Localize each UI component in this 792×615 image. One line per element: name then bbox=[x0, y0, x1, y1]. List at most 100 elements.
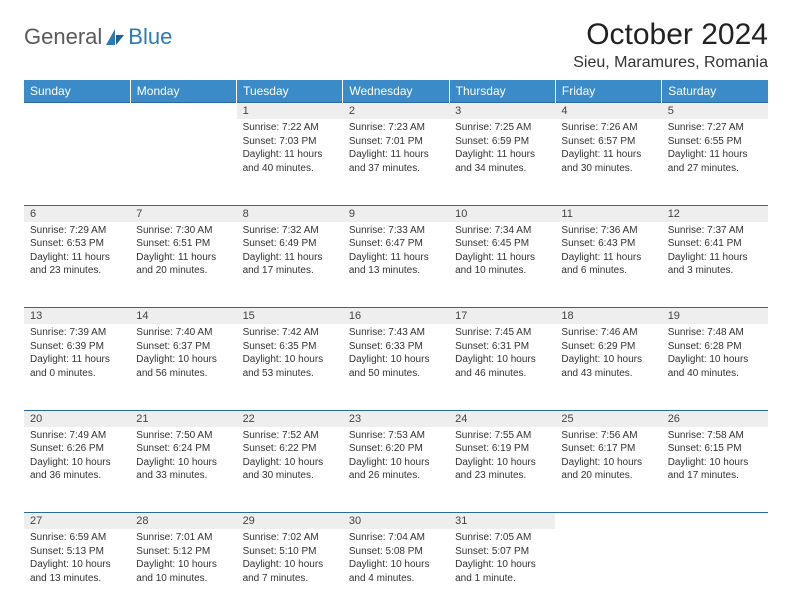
sunrise-line: Sunrise: 7:56 AM bbox=[561, 429, 655, 443]
day-content-cell bbox=[662, 529, 768, 615]
sunrise-line: Sunrise: 7:43 AM bbox=[349, 326, 443, 340]
day-number-cell: 25 bbox=[555, 410, 661, 427]
sunset-line: Sunset: 5:08 PM bbox=[349, 545, 443, 559]
sunrise-line: Sunrise: 7:52 AM bbox=[243, 429, 337, 443]
day-content-row: Sunrise: 7:29 AMSunset: 6:53 PMDaylight:… bbox=[24, 222, 768, 308]
day-content-cell: Sunrise: 7:46 AMSunset: 6:29 PMDaylight:… bbox=[555, 324, 661, 410]
sunrise-line: Sunrise: 7:50 AM bbox=[136, 429, 230, 443]
daylight-line: Daylight: 11 hours and 13 minutes. bbox=[349, 251, 443, 278]
day-content-cell: Sunrise: 7:05 AMSunset: 5:07 PMDaylight:… bbox=[449, 529, 555, 615]
daylight-line: Daylight: 10 hours and 20 minutes. bbox=[561, 456, 655, 483]
sunset-line: Sunset: 6:24 PM bbox=[136, 442, 230, 456]
day-content-cell: Sunrise: 7:32 AMSunset: 6:49 PMDaylight:… bbox=[237, 222, 343, 308]
sunrise-line: Sunrise: 7:49 AM bbox=[30, 429, 124, 443]
daylight-line: Daylight: 10 hours and 7 minutes. bbox=[243, 558, 337, 585]
day-content-cell: Sunrise: 6:59 AMSunset: 5:13 PMDaylight:… bbox=[24, 529, 130, 615]
day-number-cell: 17 bbox=[449, 308, 555, 325]
sunrise-line: Sunrise: 7:37 AM bbox=[668, 224, 762, 238]
sunrise-line: Sunrise: 7:05 AM bbox=[455, 531, 549, 545]
sunset-line: Sunset: 6:19 PM bbox=[455, 442, 549, 456]
sunrise-line: Sunrise: 7:45 AM bbox=[455, 326, 549, 340]
sunrise-line: Sunrise: 7:04 AM bbox=[349, 531, 443, 545]
day-content-cell: Sunrise: 7:26 AMSunset: 6:57 PMDaylight:… bbox=[555, 119, 661, 205]
day-number-cell: 16 bbox=[343, 308, 449, 325]
day-number-cell: 9 bbox=[343, 205, 449, 222]
day-number-cell: 26 bbox=[662, 410, 768, 427]
day-content-row: Sunrise: 7:22 AMSunset: 7:03 PMDaylight:… bbox=[24, 119, 768, 205]
sunset-line: Sunset: 6:28 PM bbox=[668, 340, 762, 354]
sunset-line: Sunset: 6:22 PM bbox=[243, 442, 337, 456]
brand-text-general: General bbox=[24, 24, 102, 50]
sunrise-line: Sunrise: 7:22 AM bbox=[243, 121, 337, 135]
day-number-cell bbox=[24, 103, 130, 120]
weekday-header: Monday bbox=[130, 80, 236, 103]
day-number-cell bbox=[555, 513, 661, 530]
day-number-cell: 29 bbox=[237, 513, 343, 530]
day-content-cell: Sunrise: 7:29 AMSunset: 6:53 PMDaylight:… bbox=[24, 222, 130, 308]
day-number-row: 20212223242526 bbox=[24, 410, 768, 427]
sunset-line: Sunset: 6:26 PM bbox=[30, 442, 124, 456]
day-number-cell: 10 bbox=[449, 205, 555, 222]
sunset-line: Sunset: 6:35 PM bbox=[243, 340, 337, 354]
day-number-cell: 21 bbox=[130, 410, 236, 427]
weekday-header: Thursday bbox=[449, 80, 555, 103]
sunrise-line: Sunrise: 7:23 AM bbox=[349, 121, 443, 135]
day-number-cell: 24 bbox=[449, 410, 555, 427]
daylight-line: Daylight: 11 hours and 6 minutes. bbox=[561, 251, 655, 278]
day-number-row: 13141516171819 bbox=[24, 308, 768, 325]
daylight-line: Daylight: 11 hours and 20 minutes. bbox=[136, 251, 230, 278]
daylight-line: Daylight: 11 hours and 40 minutes. bbox=[243, 148, 337, 175]
sunset-line: Sunset: 6:33 PM bbox=[349, 340, 443, 354]
daylight-line: Daylight: 10 hours and 26 minutes. bbox=[349, 456, 443, 483]
sunset-line: Sunset: 6:37 PM bbox=[136, 340, 230, 354]
sunset-line: Sunset: 5:12 PM bbox=[136, 545, 230, 559]
sunset-line: Sunset: 6:15 PM bbox=[668, 442, 762, 456]
sunset-line: Sunset: 5:10 PM bbox=[243, 545, 337, 559]
day-content-cell: Sunrise: 7:45 AMSunset: 6:31 PMDaylight:… bbox=[449, 324, 555, 410]
sunrise-line: Sunrise: 7:48 AM bbox=[668, 326, 762, 340]
day-number-cell: 1 bbox=[237, 103, 343, 120]
sunrise-line: Sunrise: 7:58 AM bbox=[668, 429, 762, 443]
daylight-line: Daylight: 10 hours and 1 minute. bbox=[455, 558, 549, 585]
daylight-line: Daylight: 10 hours and 36 minutes. bbox=[30, 456, 124, 483]
title-block: October 2024 Sieu, Maramures, Romania bbox=[573, 18, 768, 72]
daylight-line: Daylight: 10 hours and 33 minutes. bbox=[136, 456, 230, 483]
day-number-cell bbox=[130, 103, 236, 120]
day-number-cell: 18 bbox=[555, 308, 661, 325]
day-content-cell: Sunrise: 7:30 AMSunset: 6:51 PMDaylight:… bbox=[130, 222, 236, 308]
day-number-cell: 11 bbox=[555, 205, 661, 222]
day-number-cell: 12 bbox=[662, 205, 768, 222]
day-content-cell: Sunrise: 7:02 AMSunset: 5:10 PMDaylight:… bbox=[237, 529, 343, 615]
sunset-line: Sunset: 6:43 PM bbox=[561, 237, 655, 251]
sunset-line: Sunset: 6:55 PM bbox=[668, 135, 762, 149]
sunset-line: Sunset: 6:41 PM bbox=[668, 237, 762, 251]
header: General Blue October 2024 Sieu, Maramure… bbox=[24, 18, 768, 72]
day-content-cell: Sunrise: 7:22 AMSunset: 7:03 PMDaylight:… bbox=[237, 119, 343, 205]
day-content-cell bbox=[555, 529, 661, 615]
daylight-line: Daylight: 10 hours and 56 minutes. bbox=[136, 353, 230, 380]
month-title: October 2024 bbox=[573, 18, 768, 52]
day-number-cell: 13 bbox=[24, 308, 130, 325]
day-content-row: Sunrise: 6:59 AMSunset: 5:13 PMDaylight:… bbox=[24, 529, 768, 615]
day-content-cell: Sunrise: 7:34 AMSunset: 6:45 PMDaylight:… bbox=[449, 222, 555, 308]
sunrise-line: Sunrise: 7:34 AM bbox=[455, 224, 549, 238]
day-number-cell: 20 bbox=[24, 410, 130, 427]
day-content-cell: Sunrise: 7:01 AMSunset: 5:12 PMDaylight:… bbox=[130, 529, 236, 615]
sunset-line: Sunset: 5:13 PM bbox=[30, 545, 124, 559]
day-content-cell: Sunrise: 7:53 AMSunset: 6:20 PMDaylight:… bbox=[343, 427, 449, 513]
sunset-line: Sunset: 6:17 PM bbox=[561, 442, 655, 456]
day-content-cell bbox=[130, 119, 236, 205]
sunset-line: Sunset: 6:29 PM bbox=[561, 340, 655, 354]
day-number-cell: 28 bbox=[130, 513, 236, 530]
sunrise-line: Sunrise: 7:27 AM bbox=[668, 121, 762, 135]
sunrise-line: Sunrise: 7:26 AM bbox=[561, 121, 655, 135]
day-content-cell: Sunrise: 7:52 AMSunset: 6:22 PMDaylight:… bbox=[237, 427, 343, 513]
sunrise-line: Sunrise: 7:55 AM bbox=[455, 429, 549, 443]
daylight-line: Daylight: 10 hours and 53 minutes. bbox=[243, 353, 337, 380]
daylight-line: Daylight: 11 hours and 30 minutes. bbox=[561, 148, 655, 175]
day-content-cell bbox=[24, 119, 130, 205]
sunrise-line: Sunrise: 7:02 AM bbox=[243, 531, 337, 545]
weekday-header: Tuesday bbox=[237, 80, 343, 103]
sunset-line: Sunset: 6:31 PM bbox=[455, 340, 549, 354]
day-number-cell: 8 bbox=[237, 205, 343, 222]
